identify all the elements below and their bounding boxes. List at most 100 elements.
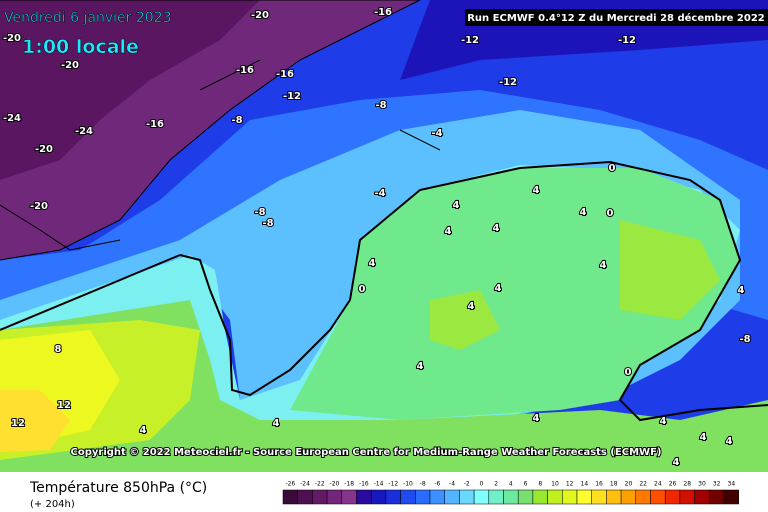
map-background	[0, 0, 768, 472]
contour-label: 4	[700, 432, 707, 443]
colorbar-label: -24	[300, 481, 310, 488]
contour-label: -12	[283, 91, 301, 102]
contour-label: -24	[75, 126, 93, 137]
forecast-time: 1:00 locale	[22, 36, 139, 58]
colorbar-label: -16	[359, 481, 369, 488]
contour-label: -8	[262, 218, 273, 229]
contour-label: -8	[231, 115, 242, 126]
colorbar-label: 34	[728, 481, 736, 488]
contour-label: 0	[359, 284, 366, 295]
colorbar-label: 8	[538, 481, 542, 488]
colorbar-swatch	[679, 489, 695, 505]
colorbar-swatch	[694, 489, 710, 505]
contour-label: -20	[30, 201, 48, 212]
contour-label: -20	[35, 144, 53, 155]
colorbar-swatch	[591, 489, 607, 505]
colorbar-label: -22	[315, 481, 325, 488]
colorbar-swatch	[312, 489, 328, 505]
colorbar-swatch	[415, 489, 431, 505]
contour-label: 4	[468, 301, 475, 312]
contour-label: -8	[375, 100, 386, 111]
colorbar-label: -18	[344, 481, 354, 488]
colorbar-label: 32	[713, 481, 721, 488]
contour-label: -12	[461, 35, 479, 46]
contour-label: 4	[600, 260, 607, 271]
colorbar-swatch	[547, 489, 563, 505]
run-info: Run ECMWF 0.4°12 Z du Mercredi 28 décemb…	[467, 12, 765, 24]
colorbar-swatch	[709, 489, 725, 505]
contour-label: 4	[453, 200, 460, 211]
colorbar-swatch	[517, 489, 534, 505]
contour-label: 4	[660, 416, 667, 427]
contour-label: -20	[61, 60, 79, 71]
contour-label: 4	[533, 413, 540, 424]
colorbar-label: 18	[610, 481, 618, 488]
colorbar-label: 16	[595, 481, 603, 488]
colorbar-label: -2	[464, 481, 470, 488]
colorbar-label: 20	[625, 481, 633, 488]
colorbar-swatch	[723, 489, 739, 505]
contour-label: -8	[739, 334, 750, 345]
contour-label: -16	[374, 7, 392, 18]
colorbar-label: -26	[285, 481, 295, 488]
contour-label: 4	[369, 258, 376, 269]
contour-label: -4	[374, 188, 385, 199]
legend-subtitle: (+ 204h)	[30, 499, 75, 510]
contour-label: 4	[445, 226, 452, 237]
contour-label: -20	[251, 10, 269, 21]
contour-label: -16	[276, 69, 294, 80]
colorbar-swatch	[282, 489, 298, 505]
colorbar-label: -8	[420, 481, 426, 488]
colorbar-swatch	[385, 489, 401, 505]
contour-label: 8	[55, 344, 62, 355]
contour-label: -8	[254, 207, 265, 218]
colorbar-label: 30	[698, 481, 706, 488]
contour-label: -20	[3, 33, 21, 44]
colorbar-label: 12	[566, 481, 574, 488]
colorbar-swatch	[400, 489, 416, 505]
colorbar-swatch	[620, 489, 637, 505]
colorbar-label: -14	[374, 481, 384, 488]
colorbar-label: -20	[330, 481, 340, 488]
colorbar-swatch	[356, 489, 372, 505]
colorbar-swatch	[297, 489, 313, 505]
contour-label: 4	[580, 207, 587, 218]
contour-label: 12	[57, 400, 71, 411]
contour-label: -12	[618, 35, 636, 46]
colorbar-label: -10	[403, 481, 413, 488]
colorbar-label: 28	[683, 481, 691, 488]
colorbar-label: 22	[639, 481, 647, 488]
contour-label: -16	[236, 65, 254, 76]
colorbar-swatch	[444, 489, 460, 505]
colorbar-label: 2	[494, 481, 498, 488]
copyright: Copyright © 2022 Meteociel.fr - Source E…	[71, 447, 662, 458]
colorbar-swatch	[664, 489, 681, 505]
colorbar-label: -4	[449, 481, 455, 488]
legend-title: Température 850hPa (°C)	[29, 480, 207, 496]
colorbar-swatch	[576, 489, 592, 505]
colorbar-swatch	[459, 489, 475, 505]
contour-label: 4	[493, 223, 500, 234]
colorbar-swatch	[650, 489, 666, 505]
run-box	[465, 9, 768, 26]
colorbar-label: 14	[581, 481, 589, 488]
contour-label: 0	[625, 367, 632, 378]
contour-label: 4	[673, 457, 680, 468]
colorbar-label: 0	[480, 481, 484, 488]
colorbar-label: 4	[509, 481, 513, 488]
contour-label: 4	[533, 185, 540, 196]
colorbar-label: -12	[388, 481, 398, 488]
colorbar-label: 24	[654, 481, 662, 488]
contour-label: 4	[140, 425, 147, 436]
contour-label: 0	[607, 208, 614, 219]
colorbar-swatch	[532, 489, 548, 505]
colorbar-swatch	[635, 489, 651, 505]
contour-label: -4	[431, 128, 442, 139]
colorbar-swatch	[503, 489, 519, 505]
contour-label: -16	[146, 119, 164, 130]
contour-label: 4	[726, 436, 733, 447]
colorbar-swatch	[341, 489, 357, 505]
colorbar-swatch	[488, 489, 504, 505]
